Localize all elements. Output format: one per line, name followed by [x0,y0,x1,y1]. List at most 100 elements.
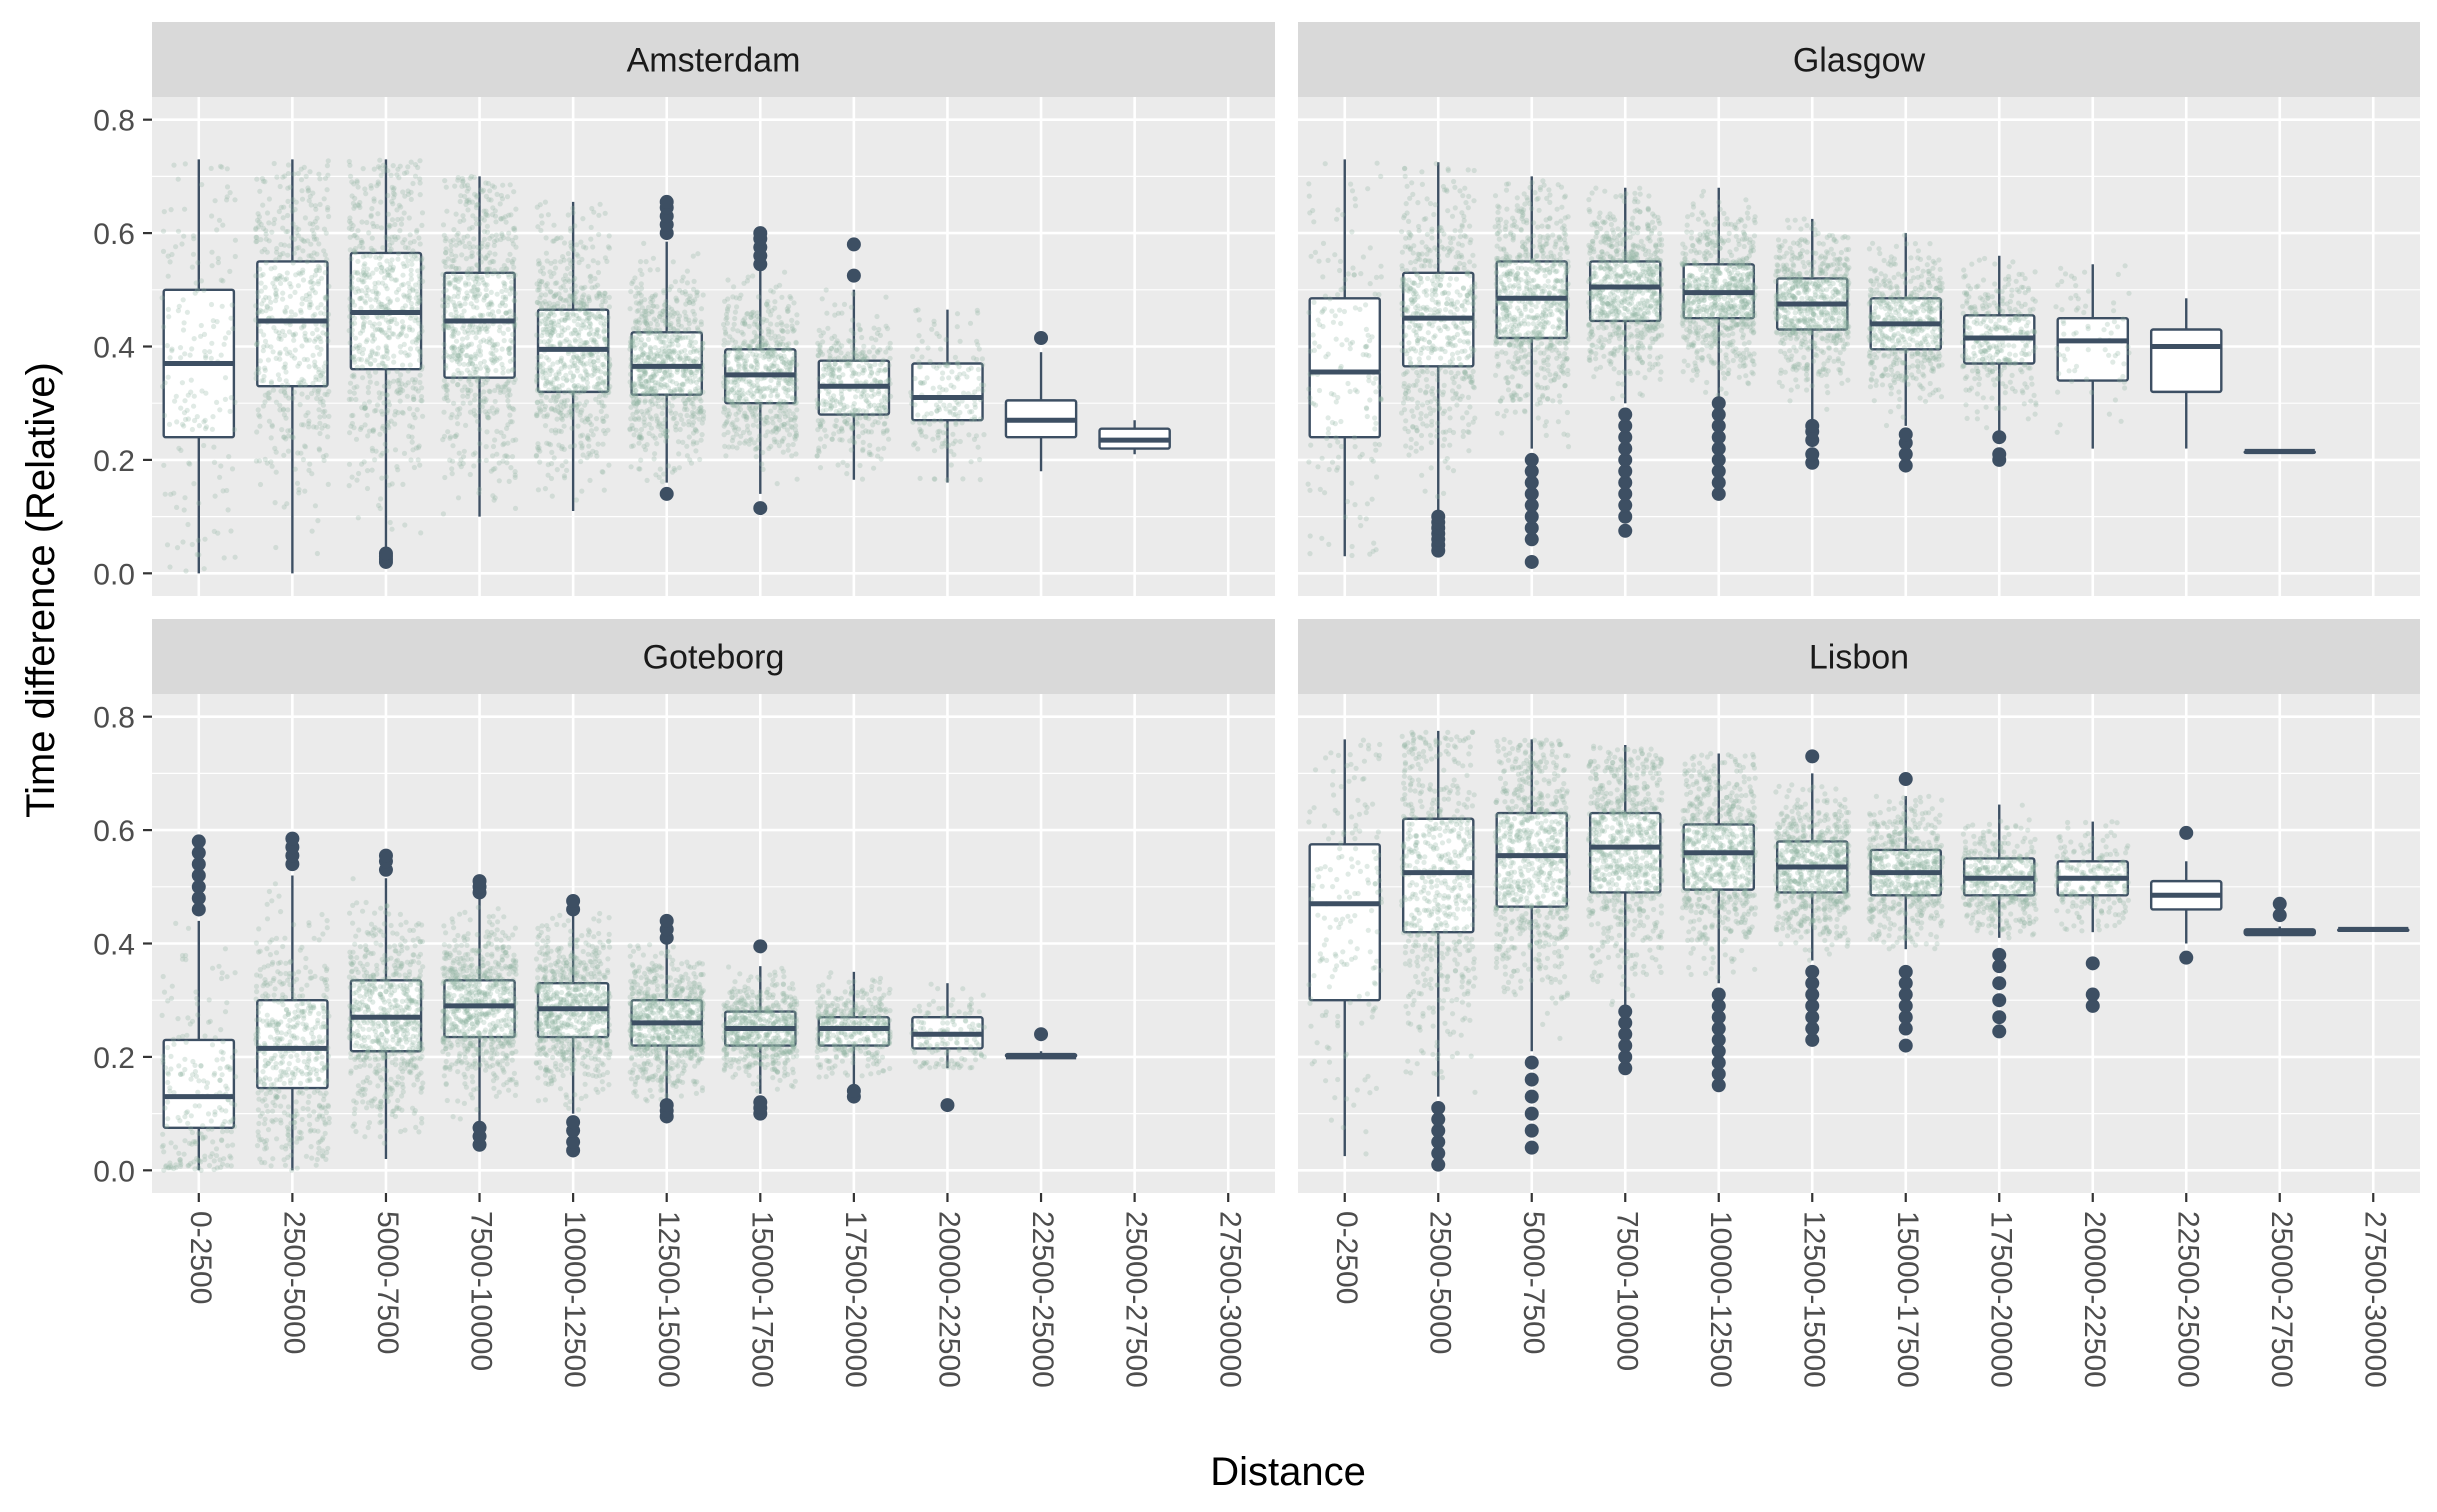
jitter-point [923,434,928,439]
jitter-point [352,321,357,326]
jitter-point [915,347,920,352]
jitter-point [473,370,478,375]
jitter-point [258,358,263,363]
jitter-point [255,218,260,223]
jitter-point [402,171,407,176]
jitter-point [473,393,478,398]
jitter-point [398,399,403,404]
jitter-point [399,331,404,336]
jitter-point [568,294,573,299]
jitter-point [733,412,738,417]
jitter-point [883,367,888,372]
jitter-point [957,364,962,369]
jitter-point [604,414,609,419]
jitter-point [441,222,446,227]
jitter-point [291,435,296,440]
jitter-point [356,277,361,282]
jitter-point [689,370,694,375]
jitter-point [461,218,466,223]
jitter-point [366,385,371,390]
jitter-point [379,265,384,270]
jitter-point [737,395,742,400]
jitter-point [175,545,180,550]
jitter-point [660,479,665,484]
jitter-point [394,464,399,469]
jitter-point [446,299,451,304]
jitter-point [846,360,851,365]
jitter-point [254,235,259,240]
jitter-point [577,316,582,321]
jitter-point [449,323,454,328]
jitter-point [860,368,865,373]
jitter-point [639,337,644,342]
jitter-point [378,302,383,307]
jitter-point [725,296,730,301]
jitter-point [266,357,271,362]
jitter-point [595,260,600,265]
jitter-point [494,233,499,238]
jitter-point [360,375,365,380]
jitter-point [474,305,479,310]
jitter-point [795,320,800,325]
jitter-point [969,366,974,371]
jitter-point [754,335,759,340]
jitter-point [232,427,237,432]
jitter-point [543,486,548,491]
jitter-point [223,335,228,340]
jitter-point [552,324,557,329]
jitter-point [855,388,860,393]
jitter-point [282,173,287,178]
jitter-point [274,175,279,180]
jitter-point [603,211,608,216]
jitter-point [571,210,576,215]
jitter-point [937,363,942,368]
jitter-point [747,382,752,387]
jitter-point [201,288,206,293]
jitter-point [253,273,258,278]
jitter-point [934,408,939,413]
jitter-point [413,174,418,179]
jitter-point [265,250,270,255]
jitter-point [316,334,321,339]
jitter-point [510,368,515,373]
jitter-point [391,332,396,337]
jitter-point [638,376,643,381]
jitter-point [382,354,387,359]
jitter-point [465,189,470,194]
jitter-point [1350,188,1355,193]
jitter-point [492,252,497,257]
jitter-point [293,348,298,353]
jitter-point [347,462,352,467]
jitter-point [666,463,671,468]
jitter-point [586,296,591,301]
jitter-point [1334,337,1339,342]
jitter-point [781,450,786,455]
jitter-point [415,407,420,412]
jitter-point [349,332,354,337]
jitter-point [1361,254,1366,259]
jitter-point [728,366,733,371]
jitter-point [654,413,659,418]
jitter-point [283,365,288,370]
jitter-point [588,274,593,279]
jitter-point [978,477,983,482]
jitter-point [787,294,792,299]
jitter-point [254,429,259,434]
jitter-point [547,269,552,274]
jitter-point [377,432,382,437]
jitter-point [313,290,318,295]
jitter-point [380,391,385,396]
jitter-point [404,263,409,268]
jitter-point [1335,207,1340,212]
jitter-point [754,446,759,451]
jitter-point [887,377,892,382]
jitter-point [1373,389,1378,394]
jitter-point [538,312,543,317]
jitter-point [325,434,330,439]
jitter-point [649,398,654,403]
jitter-point [888,356,893,361]
jitter-point [1327,296,1332,301]
jitter-point [569,426,574,431]
jitter-point [1443,369,1448,374]
jitter-point [210,263,215,268]
